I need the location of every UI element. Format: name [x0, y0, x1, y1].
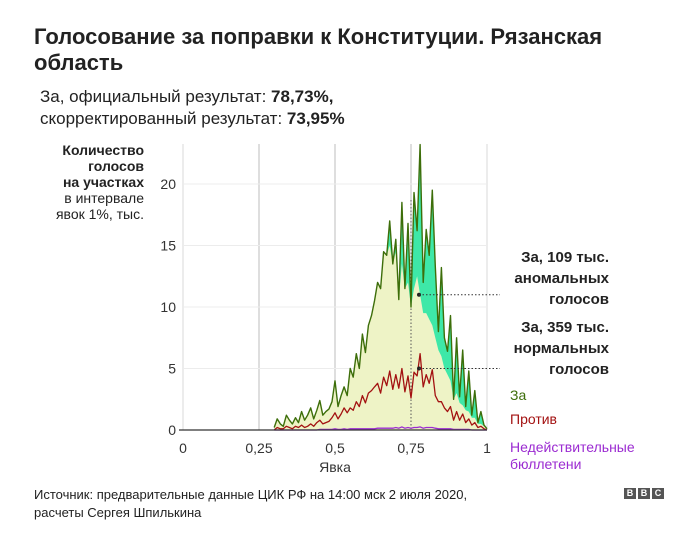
y-axis-label-line: Количество [62, 142, 144, 158]
y-axis-label-line: голосов [88, 158, 144, 174]
x-tick-label: 0,25 [245, 440, 272, 456]
legend-protiv: Против [510, 411, 557, 427]
y-tick-label: 15 [160, 238, 176, 254]
za-series-line [273, 143, 488, 430]
annotation-normal-text: голосов [549, 361, 609, 378]
legend-za: За [510, 387, 526, 403]
y-axis-label: Количество голосов на участках в интерва… [14, 142, 144, 222]
annotation-anomalous-text: аномальных [514, 270, 609, 287]
source-line: расчеты Сергея Шпилькина [34, 505, 202, 520]
official-result-value: 78,73%, [271, 87, 334, 106]
y-axis-label-line: явок 1%, тыс. [55, 206, 144, 222]
x-tick-label: 0,75 [397, 440, 424, 456]
corrected-result-label: скорректированный результат: [40, 109, 287, 128]
chart-subtitle: За, официальный результат: 78,73%, скорр… [40, 86, 345, 130]
annotation-normal-text: За, 359 тыс. [521, 319, 609, 336]
annotation-anomalous-text: За, 109 тыс. [521, 249, 609, 266]
corrected-result: скорректированный результат: 73,95% [40, 108, 345, 130]
bbc-logo: B B C [624, 488, 664, 499]
official-result: За, официальный результат: 78,73%, [40, 86, 345, 108]
y-tick-label: 20 [160, 176, 176, 192]
x-tick-label: 0,5 [325, 440, 345, 456]
y-tick-label: 0 [168, 422, 176, 438]
bbc-logo-block: C [652, 488, 664, 499]
x-tick-label: 1 [483, 440, 491, 456]
protiv-series-line [273, 353, 488, 431]
legend-invalid: Недействительные [510, 439, 635, 455]
bbc-logo-block: B [624, 488, 636, 499]
source-note: Источник: предварительные данные ЦИК РФ … [34, 486, 594, 522]
corrected-result-value: 73,95% [286, 109, 345, 128]
y-axis-label-line: в интервале [64, 190, 144, 206]
annotation-normal-text: нормальных [514, 340, 610, 357]
y-tick-label: 10 [160, 299, 176, 315]
legend-invalid: бюллетени [510, 456, 581, 472]
bbc-logo-block: B [638, 488, 650, 499]
y-tick-label: 5 [168, 361, 176, 377]
y-axis-label-line: на участках [62, 174, 144, 190]
za-normal-area [274, 245, 487, 430]
chart-title: Голосование за поправки к Конституции. Р… [34, 24, 603, 75]
source-line: Источник: предварительные данные ЦИК РФ … [34, 487, 468, 502]
x-axis-label: Явка [319, 459, 351, 475]
x-tick-label: 0 [179, 440, 187, 456]
annotation-anomalous-text: голосов [549, 291, 609, 308]
official-result-label: За, официальный результат: [40, 87, 272, 106]
